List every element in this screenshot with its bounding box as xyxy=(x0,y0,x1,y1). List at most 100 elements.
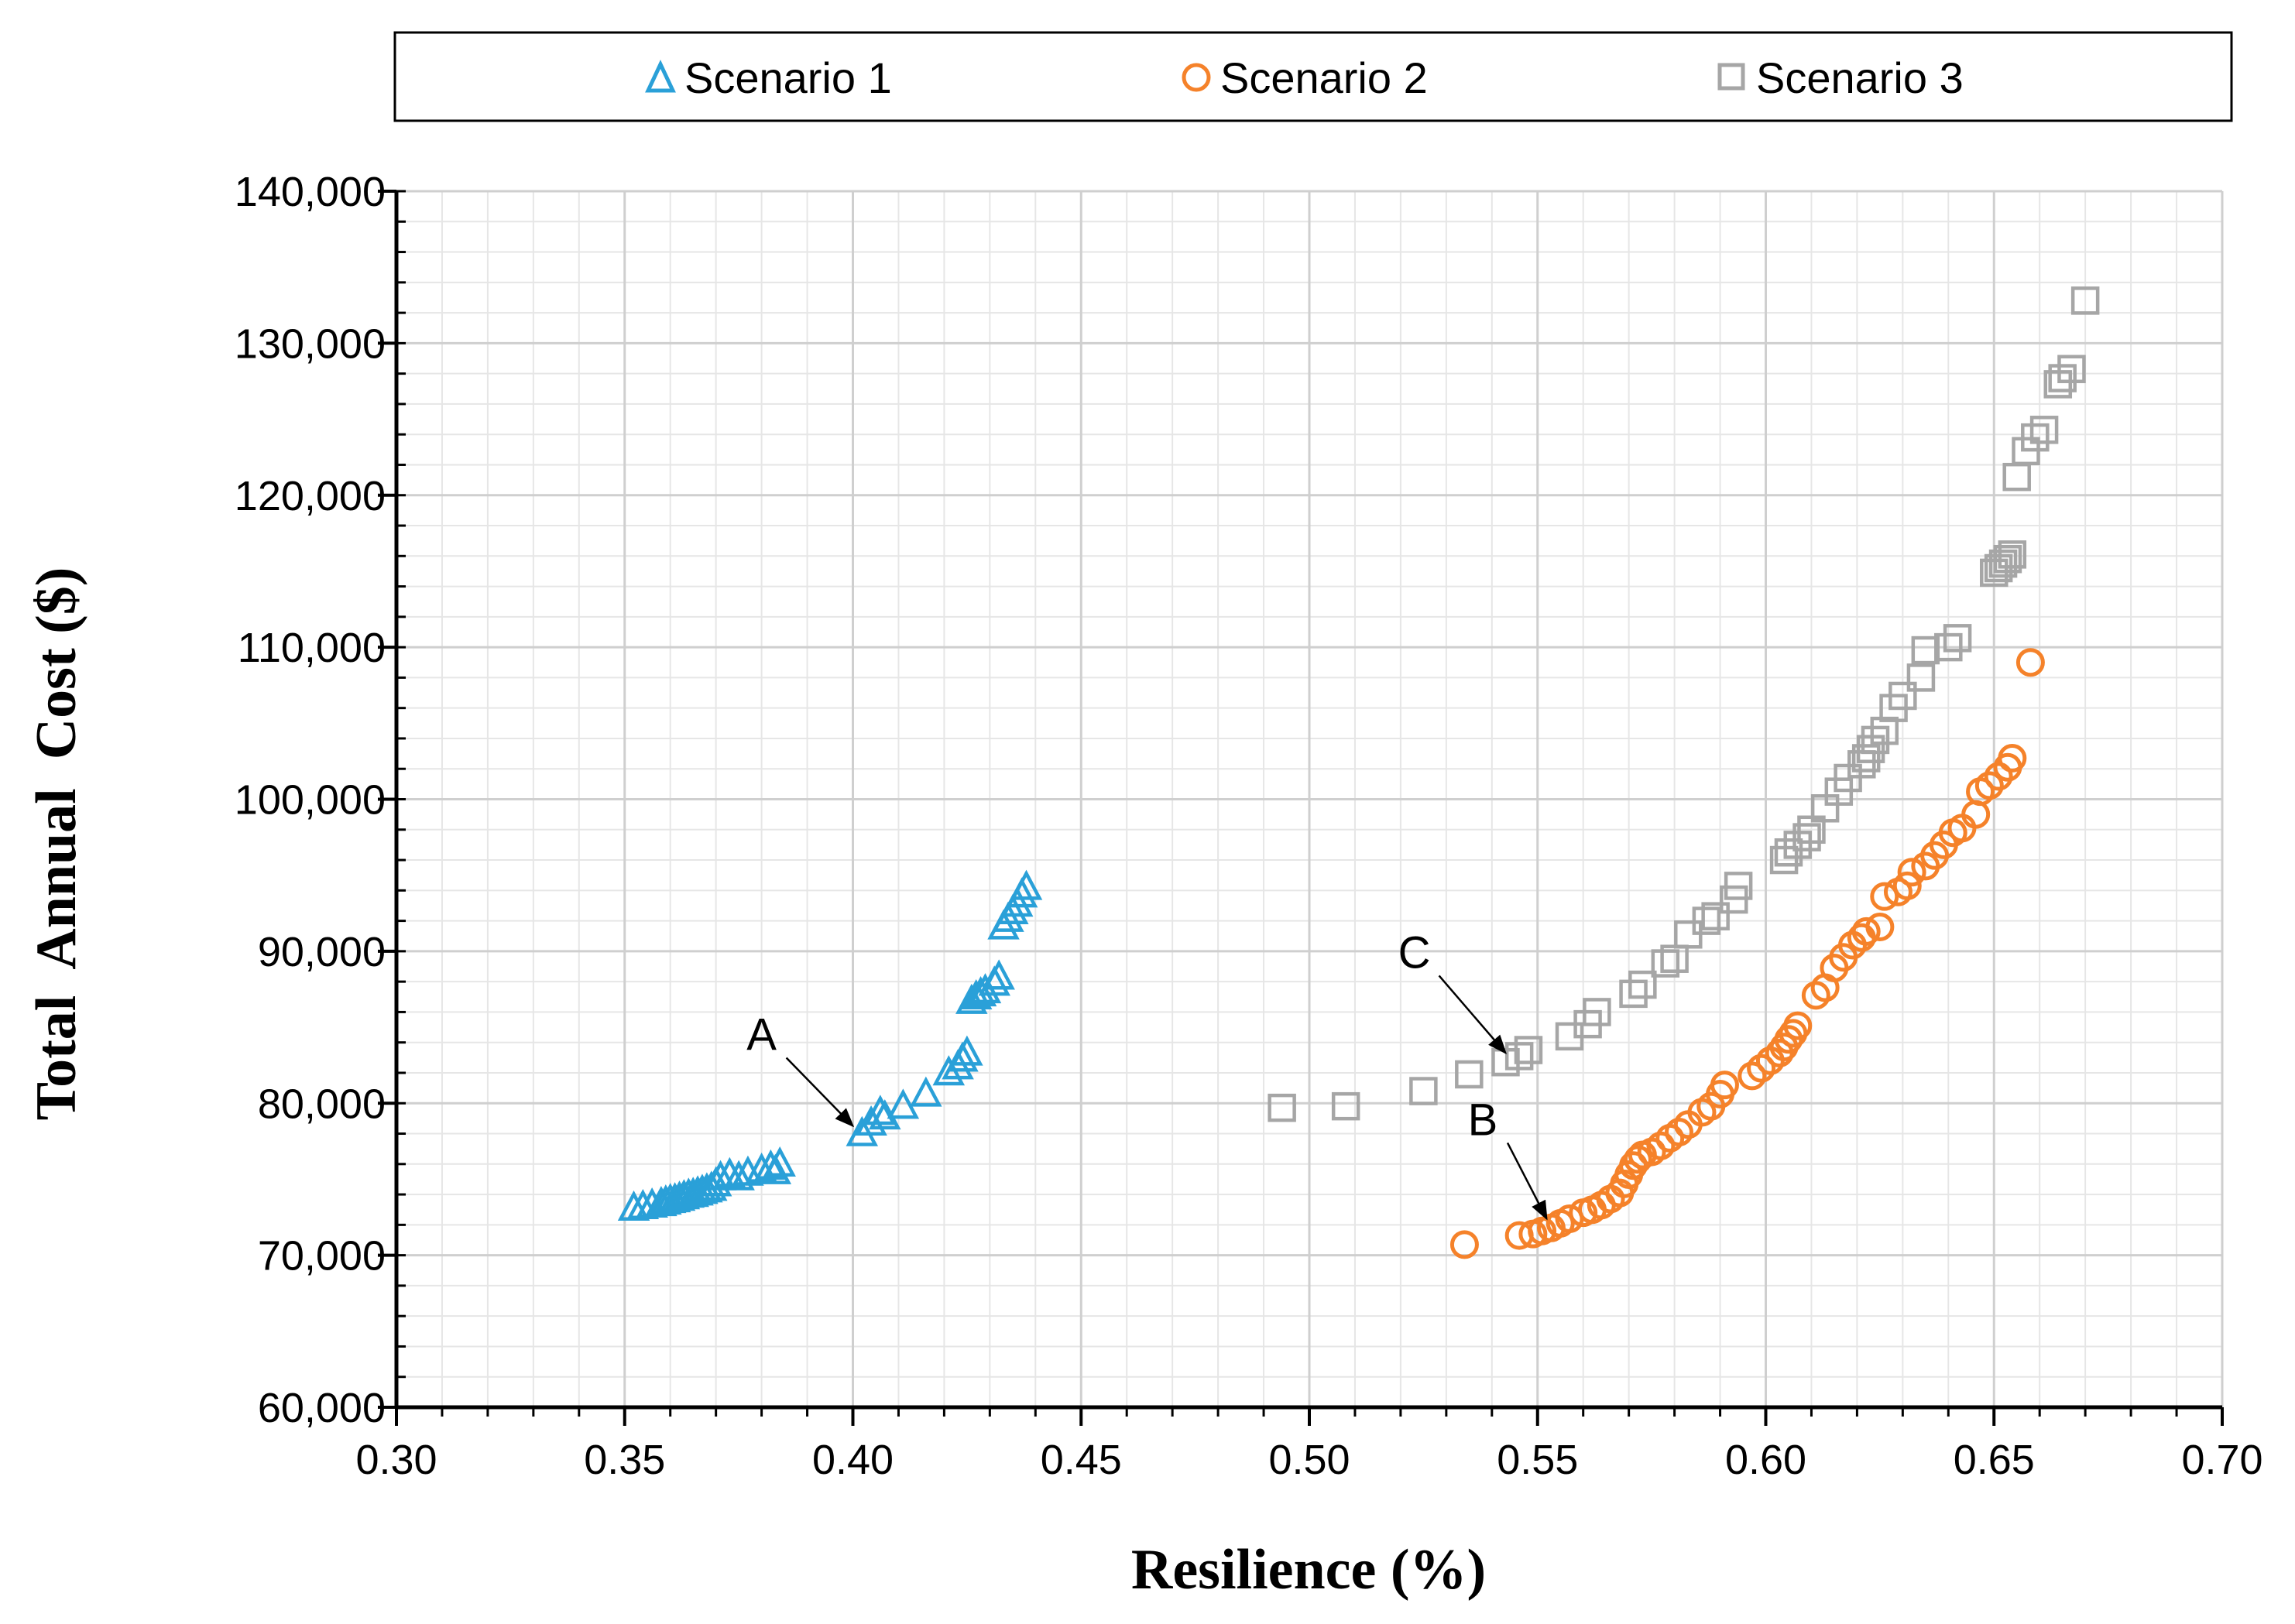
annotation-label-b: B xyxy=(1468,1095,1498,1145)
square-marker xyxy=(1943,624,1972,653)
legend-label-scenario-3: Scenario 3 xyxy=(1756,53,1964,102)
series-scenario-2 xyxy=(1449,648,2045,1259)
series-scenario-3 xyxy=(1268,286,2100,1122)
square-marker xyxy=(1851,744,1881,773)
legend-entry-scenario-2: Scenario 2 xyxy=(1182,53,1428,102)
triangle-icon xyxy=(645,60,676,93)
y-tick-label: 140,000 xyxy=(235,169,386,215)
y-tick-label: 90,000 xyxy=(258,929,386,975)
square-marker xyxy=(1993,544,2022,574)
triangle-marker xyxy=(864,1095,897,1125)
triangle-marker xyxy=(887,1088,920,1119)
grid-lines xyxy=(395,190,2224,1409)
circle-marker xyxy=(1738,1061,1767,1091)
square-marker xyxy=(1861,725,1890,755)
circle-marker xyxy=(1865,912,1895,941)
triangle-marker xyxy=(722,1160,755,1191)
circle-marker xyxy=(1851,916,1881,946)
circle-icon xyxy=(1182,63,1211,92)
square-marker xyxy=(1504,1042,1534,1071)
x-tick-label: 0.35 xyxy=(584,1437,665,1483)
annotation-label-a: A xyxy=(746,1010,777,1060)
circle-marker xyxy=(1974,771,2004,800)
y-tick-label: 80,000 xyxy=(258,1081,386,1127)
square-marker xyxy=(2057,355,2086,384)
square-marker xyxy=(1409,1077,1438,1105)
legend-label-scenario-2: Scenario 2 xyxy=(1220,53,1428,102)
triangle-marker xyxy=(846,1115,879,1146)
circle-marker xyxy=(1998,743,2027,773)
circle-marker xyxy=(1664,1118,1693,1147)
triangle-marker xyxy=(855,1105,887,1136)
x-tick-label: 0.65 xyxy=(1954,1437,2035,1483)
square-marker xyxy=(1619,979,1648,1009)
circle-marker xyxy=(1892,871,1922,900)
square-marker xyxy=(1455,1060,1484,1089)
axes xyxy=(378,190,2224,1426)
square-marker xyxy=(1934,632,1963,662)
legend: Scenario 1 Scenario 2 Scenario 3 xyxy=(393,31,2233,122)
square-marker xyxy=(2021,423,2050,452)
x-tick-label: 0.30 xyxy=(355,1437,437,1483)
square-marker xyxy=(1514,1036,1543,1064)
triangle-marker xyxy=(910,1076,942,1107)
square-marker xyxy=(1724,872,1753,900)
x-tick-label: 0.50 xyxy=(1268,1437,1350,1483)
circle-marker xyxy=(1801,981,1830,1010)
triangle-marker xyxy=(1010,869,1043,900)
square-marker xyxy=(1628,970,1657,999)
legend-entry-scenario-3: Scenario 3 xyxy=(1717,53,1964,102)
triangle-marker xyxy=(763,1146,796,1177)
square-marker xyxy=(1331,1091,1360,1121)
data-series xyxy=(617,286,2100,1259)
triangle-marker xyxy=(704,1160,737,1191)
x-tick-label: 0.45 xyxy=(1041,1437,1122,1483)
annotation-arrow-b xyxy=(1506,1142,1548,1221)
tick-labels: 0.30 0.35 0.40 0.45 0.50 0.55 0.60 0.65 0.70 60,0… xyxy=(235,169,2263,1483)
square-marker xyxy=(2002,462,2031,492)
x-axis-title: Resilience (%) xyxy=(1131,1538,1486,1602)
x-tick-label: 0.55 xyxy=(1497,1437,1578,1483)
square-marker xyxy=(1888,681,1917,711)
x-tick-label: 0.60 xyxy=(1725,1437,1806,1483)
square-marker xyxy=(1988,549,2018,578)
y-tick-label: 110,000 xyxy=(238,625,386,671)
y-tick-label: 120,000 xyxy=(235,473,386,519)
circle-marker xyxy=(1623,1145,1652,1174)
square-marker xyxy=(1701,902,1730,930)
circle-marker xyxy=(1897,858,1926,887)
circle-marker xyxy=(1961,800,1991,829)
annotations: A B C xyxy=(746,927,1548,1221)
y-tick-label: 100,000 xyxy=(235,777,386,824)
circle-marker xyxy=(1947,814,1977,843)
square-marker xyxy=(1774,838,1803,867)
square-marker xyxy=(2048,364,2077,392)
square-marker xyxy=(1651,949,1680,978)
triangle-marker xyxy=(964,976,997,1007)
x-tick-label: 0.70 xyxy=(2181,1437,2262,1483)
square-marker xyxy=(1792,823,1821,851)
square-icon xyxy=(1717,63,1745,91)
annotation-arrow-a xyxy=(785,1057,855,1128)
circle-marker xyxy=(1783,1011,1813,1040)
circle-marker xyxy=(1646,1131,1676,1160)
circle-marker xyxy=(1870,882,1899,911)
square-marker xyxy=(2070,286,2100,315)
triangle-marker xyxy=(713,1156,746,1187)
square-marker xyxy=(1583,998,1611,1026)
circle-marker xyxy=(1984,762,2013,791)
triangle-marker xyxy=(983,959,1015,990)
legend-label-scenario-1: Scenario 1 xyxy=(684,53,892,102)
y-tick-label: 130,000 xyxy=(235,320,386,367)
legend-entry-scenario-1: Scenario 1 xyxy=(645,53,892,102)
square-marker xyxy=(1870,716,1899,745)
square-marker xyxy=(1906,663,1936,692)
circle-marker xyxy=(1710,1071,1739,1100)
square-marker xyxy=(2029,416,2059,444)
x-tick-label: 0.40 xyxy=(812,1437,894,1483)
annotation-arrow-c xyxy=(1438,975,1508,1055)
annotation-label-c: C xyxy=(1398,927,1431,978)
triangle-marker xyxy=(951,1035,983,1066)
triangle-marker xyxy=(955,983,988,1014)
